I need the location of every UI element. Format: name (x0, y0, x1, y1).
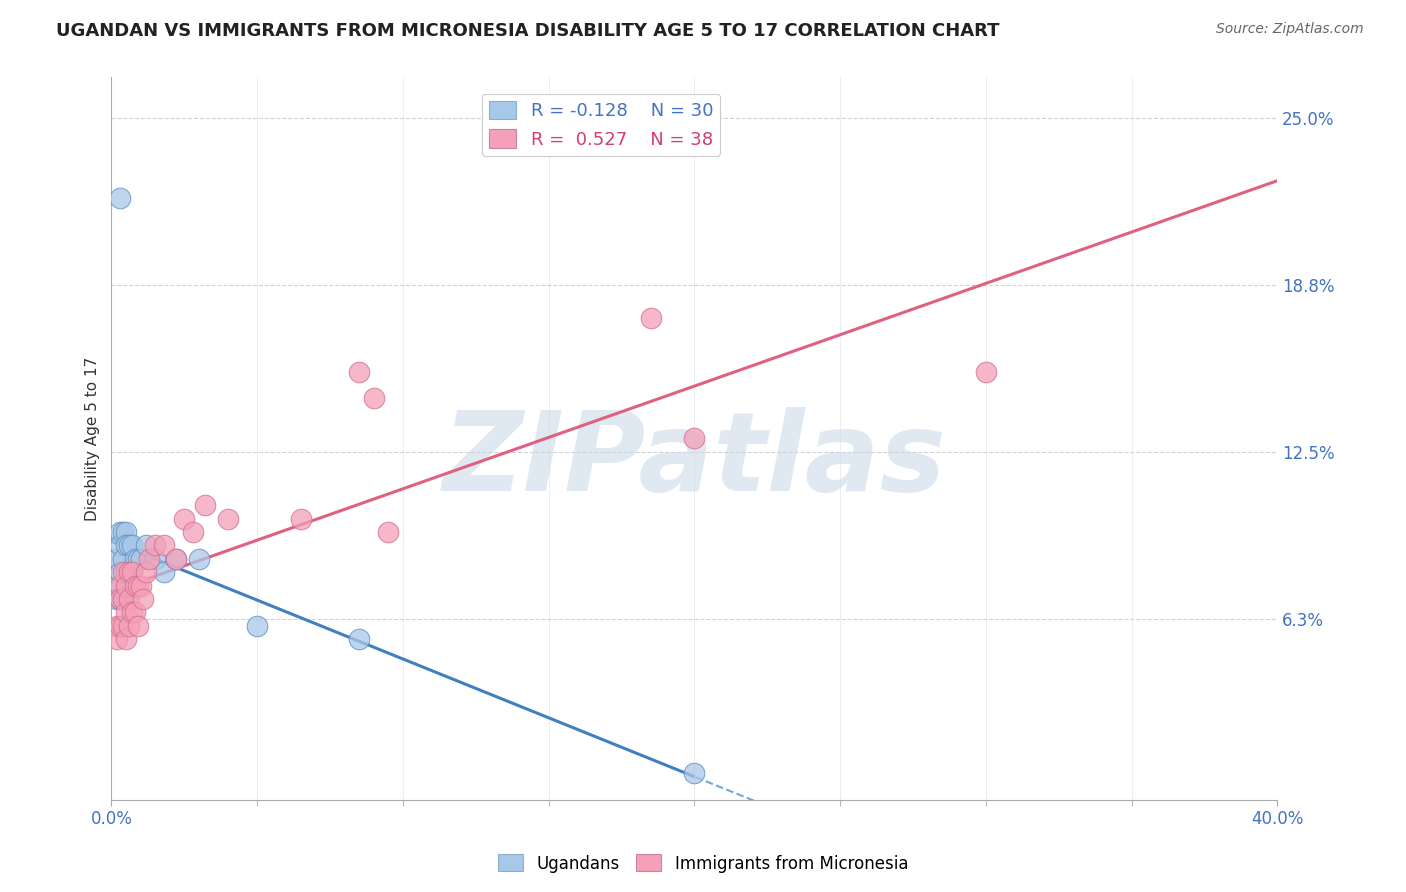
Point (683, 432, 706, 446)
Point (290, 512, 312, 526)
Point (118, 565, 141, 579)
Point (112, 591, 135, 606)
Point (105, 618, 128, 632)
Point (115, 632, 138, 646)
Y-axis label: Disability Age 5 to 17: Disability Age 5 to 17 (86, 357, 100, 521)
Point (127, 578, 149, 592)
Point (377, 525, 399, 540)
Point (115, 578, 138, 592)
Point (108, 591, 131, 606)
Point (105, 591, 128, 606)
Point (363, 392, 385, 406)
Point (112, 551, 135, 566)
Point (974, 365, 997, 379)
Point (115, 591, 138, 606)
Point (143, 538, 166, 552)
Point (121, 565, 143, 579)
Text: ZIPatlas: ZIPatlas (443, 407, 946, 514)
Point (683, 765, 706, 780)
Point (181, 525, 204, 540)
Point (347, 632, 370, 646)
Point (108, 191, 131, 205)
Point (118, 591, 141, 606)
Point (129, 578, 152, 592)
Point (118, 538, 141, 552)
Point (135, 538, 157, 552)
Point (108, 565, 131, 579)
Point (124, 551, 146, 566)
Point (173, 512, 195, 526)
Point (121, 565, 143, 579)
Point (132, 591, 155, 606)
Point (187, 551, 209, 566)
Text: Source: ZipAtlas.com: Source: ZipAtlas.com (1216, 22, 1364, 37)
Point (108, 538, 131, 552)
Point (129, 551, 152, 566)
Point (115, 525, 138, 540)
Point (115, 565, 138, 579)
Point (105, 551, 128, 566)
Point (124, 578, 146, 592)
Point (105, 578, 128, 592)
Point (108, 618, 131, 632)
Point (112, 618, 135, 632)
Point (246, 618, 269, 632)
Legend: R = -0.128    N = 30, R =  0.527    N = 38: R = -0.128 N = 30, R = 0.527 N = 38 (482, 94, 720, 156)
Point (217, 512, 239, 526)
Point (347, 365, 370, 379)
Point (124, 605, 146, 619)
Point (165, 551, 187, 566)
Point (115, 538, 138, 552)
Legend: Ugandans, Immigrants from Micronesia: Ugandans, Immigrants from Micronesia (491, 847, 915, 880)
Point (108, 525, 131, 540)
Point (105, 632, 128, 646)
Point (112, 525, 135, 540)
Point (153, 538, 176, 552)
Point (112, 565, 135, 579)
Text: UGANDAN VS IMMIGRANTS FROM MICRONESIA DISABILITY AGE 5 TO 17 CORRELATION CHART: UGANDAN VS IMMIGRANTS FROM MICRONESIA DI… (56, 22, 1000, 40)
Point (108, 578, 131, 592)
Point (194, 499, 217, 513)
Point (138, 551, 160, 566)
Point (165, 551, 187, 566)
Point (640, 311, 662, 326)
Point (121, 605, 143, 619)
Point (135, 565, 157, 579)
Point (118, 618, 141, 632)
Point (121, 538, 143, 552)
Point (115, 605, 138, 619)
Point (118, 565, 141, 579)
Point (143, 551, 166, 566)
Point (127, 618, 149, 632)
Point (127, 551, 149, 566)
Point (153, 565, 176, 579)
Point (112, 591, 135, 606)
Point (108, 591, 131, 606)
